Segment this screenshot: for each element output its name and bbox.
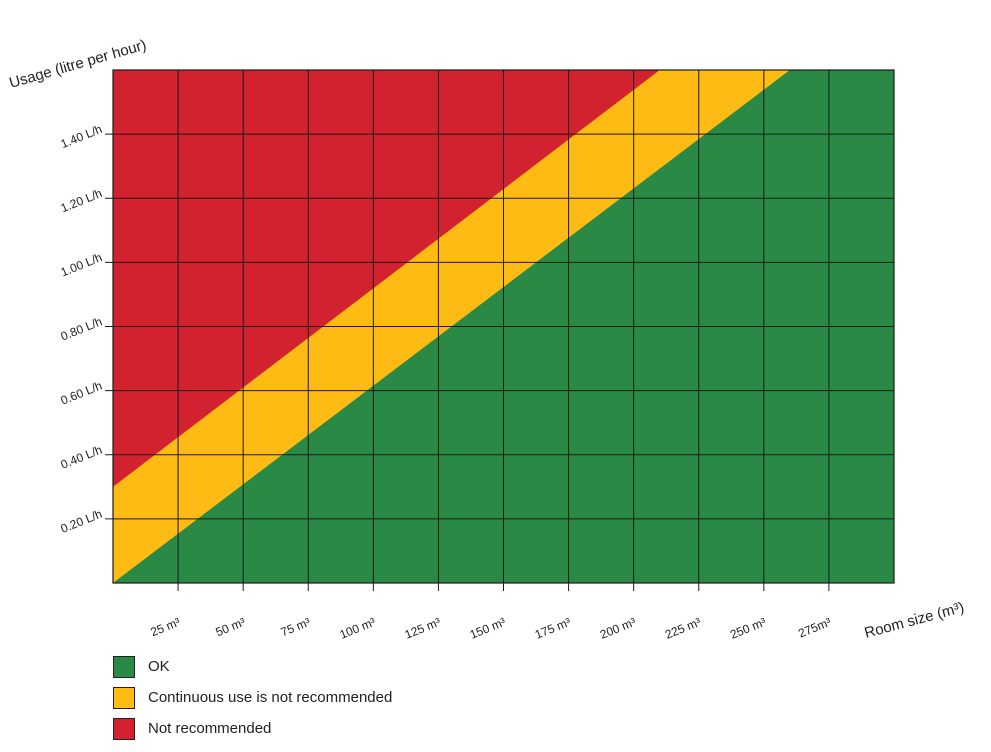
x-tick-label: 175 m³ xyxy=(533,615,573,642)
y-tick-label: 1.40 L/h xyxy=(59,122,104,151)
x-tick-label: 75 m³ xyxy=(279,615,313,639)
room-usage-chart: 25 m³ 50 m³ 75 m³ 100 m³ 125 m³ 150 m³ 175 m³ 2… xyxy=(7,36,966,642)
y-tick-label: 0.20 L/h xyxy=(59,507,104,536)
y-tick-label: 0.60 L/h xyxy=(59,378,104,407)
x-tick-label: 225 m³ xyxy=(663,615,703,642)
x-tick-label: 125 m³ xyxy=(403,615,443,642)
x-tick-label: 50 m³ xyxy=(214,615,248,639)
legend-swatch-ok xyxy=(113,655,135,678)
legend: OK Continuous use is not recommended Not… xyxy=(113,651,392,744)
x-axis-ticks: 25 m³ 50 m³ 75 m³ 100 m³ 125 m³ 150 m³ 175 m³ 2… xyxy=(149,583,833,642)
x-tick-label: 100 m³ xyxy=(338,615,378,642)
legend-label-continuous: Continuous use is not recommended xyxy=(148,689,393,706)
y-tick-label: 1.20 L/h xyxy=(59,186,104,215)
legend-label-ok: OK xyxy=(148,658,170,675)
x-tick-label: 200 m³ xyxy=(598,615,638,642)
x-tick-label: 250 m³ xyxy=(728,615,768,642)
x-tick-label: 25 m³ xyxy=(149,615,183,639)
y-tick-label: 1.00 L/h xyxy=(59,250,104,279)
legend-swatch-continuous xyxy=(113,686,135,709)
legend-swatch-not-recommended xyxy=(113,717,135,740)
x-axis-title: Room size (m³) xyxy=(863,599,966,642)
legend-label-not-recommended: Not recommended xyxy=(148,720,272,737)
plot-grid xyxy=(112,69,895,584)
legend-item-not-recommended: Not recommended xyxy=(113,713,392,744)
zone-not-recommended xyxy=(113,70,660,487)
y-axis-ticks: 0.20 L/h 0.40 L/h 0.60 L/h 0.80 L/h 1.00 L/h… xyxy=(59,122,113,536)
x-tick-label: 150 m³ xyxy=(468,615,508,642)
x-tick-label: 275m³ xyxy=(796,615,833,641)
y-tick-label: 0.80 L/h xyxy=(59,314,104,343)
legend-item-ok: OK xyxy=(113,651,392,682)
legend-item-continuous: Continuous use is not recommended xyxy=(113,682,392,713)
y-tick-label: 0.40 L/h xyxy=(59,443,104,472)
